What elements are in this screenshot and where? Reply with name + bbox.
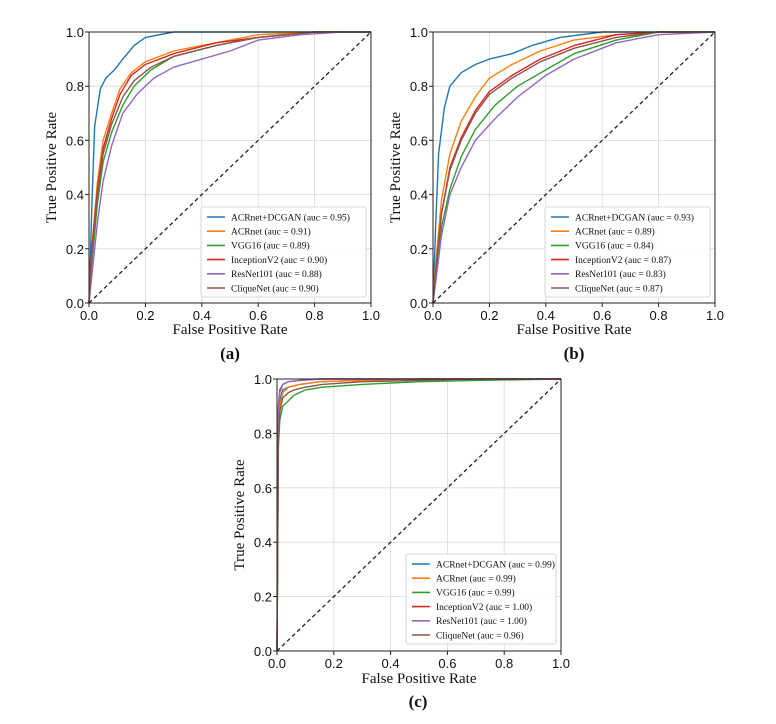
legend-entry: ACRnet (auc = 0.91) (231, 227, 311, 238)
legend-entry: VGG16 (auc = 0.84) (575, 241, 654, 252)
legend: ACRnet+DCGAN (auc = 0.93) ACRnet (auc = 0… (544, 206, 711, 298)
roc-panel: 0.0 0.2 0.4 0.6 0.8 1.0 0.0 0.2 0.4 0.6 0.8 1.0 Fals… (388, 25, 724, 363)
roc-curve-line (276, 378, 561, 652)
legend-entry: InceptionV2 (auc = 1.00) (436, 602, 532, 613)
x-tick-label: 0.0 (424, 308, 442, 323)
legend-entry: ACRnet (auc = 0.89) (575, 227, 655, 238)
y-tick-label: 0.4 (66, 188, 84, 203)
y-tick-label: 0.8 (254, 426, 272, 441)
roc-panel: 0.0 0.2 0.4 0.6 0.8 1.0 0.0 0.2 0.4 0.6 0.8 1.0 Fals… (44, 25, 380, 363)
x-tick-label: 0.2 (480, 308, 498, 323)
x-tick-label: 0.8 (306, 308, 324, 323)
legend-entry: ResNet101 (auc = 1.00) (436, 616, 527, 627)
y-tick-label: 0.0 (410, 296, 428, 311)
y-axis-label: True Positive Rate (388, 112, 404, 223)
panel-label: (a) (220, 344, 240, 363)
x-tick-label: 0.6 (438, 656, 456, 671)
roc-curve-line (432, 31, 716, 304)
y-tick-label: 0.4 (410, 188, 428, 203)
y-tick-label: 0.8 (66, 79, 84, 94)
x-tick-label: 1.0 (552, 656, 570, 671)
roc-curve-line (432, 31, 715, 304)
y-tick-label: 1.0 (66, 25, 84, 40)
x-tick-label: 0.2 (325, 656, 343, 671)
legend-entry: CliqueNet (auc = 0.96) (436, 630, 524, 641)
x-tick-label: 0.8 (650, 308, 668, 323)
x-axis-label: False Positive Rate (517, 322, 632, 338)
y-tick-label: 1.0 (410, 25, 428, 40)
x-tick-label: 0.4 (537, 308, 555, 323)
y-tick-label: 0.6 (410, 133, 428, 148)
y-tick-label: 1.0 (254, 372, 272, 387)
legend-entry: ResNet101 (auc = 0.83) (575, 269, 666, 280)
x-tick-label: 0.2 (136, 308, 154, 323)
legend: ACRnet+DCGAN (auc = 0.99) ACRnet (auc = 0… (405, 553, 557, 645)
y-tick-label: 0.4 (254, 535, 272, 550)
roc-curve-line (88, 31, 371, 304)
roc-curve-line (88, 31, 371, 304)
panel-label: (c) (409, 692, 428, 711)
x-tick-label: 0.4 (382, 656, 400, 671)
plot-frame (432, 31, 716, 304)
roc-curve-line (432, 31, 715, 304)
y-axis-label: True Positive Rate (44, 112, 60, 223)
y-tick-label: 0.6 (254, 481, 272, 496)
legend-entry: CliqueNet (auc = 0.90) (231, 283, 319, 294)
y-axis-label: True Positive Rate (232, 459, 248, 570)
plot-frame (88, 31, 372, 304)
y-tick-label: 0.0 (254, 644, 272, 659)
legend-box (200, 206, 367, 298)
x-tick-label: 0.8 (495, 656, 513, 671)
legend-entry: ACRnet+DCGAN (auc = 0.95) (231, 212, 350, 223)
legend-entry: InceptionV2 (auc = 0.90) (231, 255, 327, 266)
chance-diagonal-line (276, 378, 562, 652)
x-tick-label: 1.0 (706, 308, 724, 323)
legend: ACRnet+DCGAN (auc = 0.95) ACRnet (auc = 0… (200, 206, 367, 298)
legend-entry: ResNet101 (auc = 0.88) (231, 269, 322, 280)
x-tick-label: 0.4 (193, 308, 211, 323)
y-tick-label: 0.8 (410, 79, 428, 94)
y-tick-label: 0.0 (66, 296, 84, 311)
x-tick-label: 0.0 (80, 308, 98, 323)
legend-entry: ACRnet+DCGAN (auc = 0.99) (436, 559, 555, 570)
x-tick-label: 1.0 (362, 308, 380, 323)
legend-entry: ACRnet (auc = 0.99) (436, 574, 516, 585)
y-tick-label: 0.2 (254, 590, 272, 605)
y-tick-label: 0.6 (66, 133, 84, 148)
y-tick-label: 0.2 (66, 242, 84, 257)
roc-curve-line (432, 31, 715, 304)
legend-box (544, 206, 711, 298)
legend-entry: VGG16 (auc = 0.89) (231, 241, 310, 252)
legend-entry: ACRnet+DCGAN (auc = 0.93) (575, 212, 694, 223)
panel-label: (b) (564, 344, 585, 363)
x-tick-label: 0.6 (249, 308, 267, 323)
x-tick-label: 0.6 (593, 308, 611, 323)
legend-entry: CliqueNet (auc = 0.87) (575, 283, 663, 294)
x-axis-label: False Positive Rate (173, 322, 288, 338)
legend-box (405, 553, 557, 645)
legend-entry: VGG16 (auc = 0.99) (436, 588, 515, 599)
plot-frame (276, 378, 562, 652)
y-tick-label: 0.2 (410, 242, 428, 257)
chance-diagonal-line (88, 31, 372, 304)
legend-entry: InceptionV2 (auc = 0.87) (575, 255, 671, 266)
x-tick-label: 0.0 (268, 656, 286, 671)
chance-diagonal-line (432, 31, 716, 304)
x-axis-label: False Positive Rate (362, 671, 477, 687)
roc-panel: 0.0 0.2 0.4 0.6 0.8 1.0 0.0 0.2 0.4 0.6 0.8 1.0 Fals… (232, 372, 570, 711)
roc-curve-line (88, 31, 371, 304)
